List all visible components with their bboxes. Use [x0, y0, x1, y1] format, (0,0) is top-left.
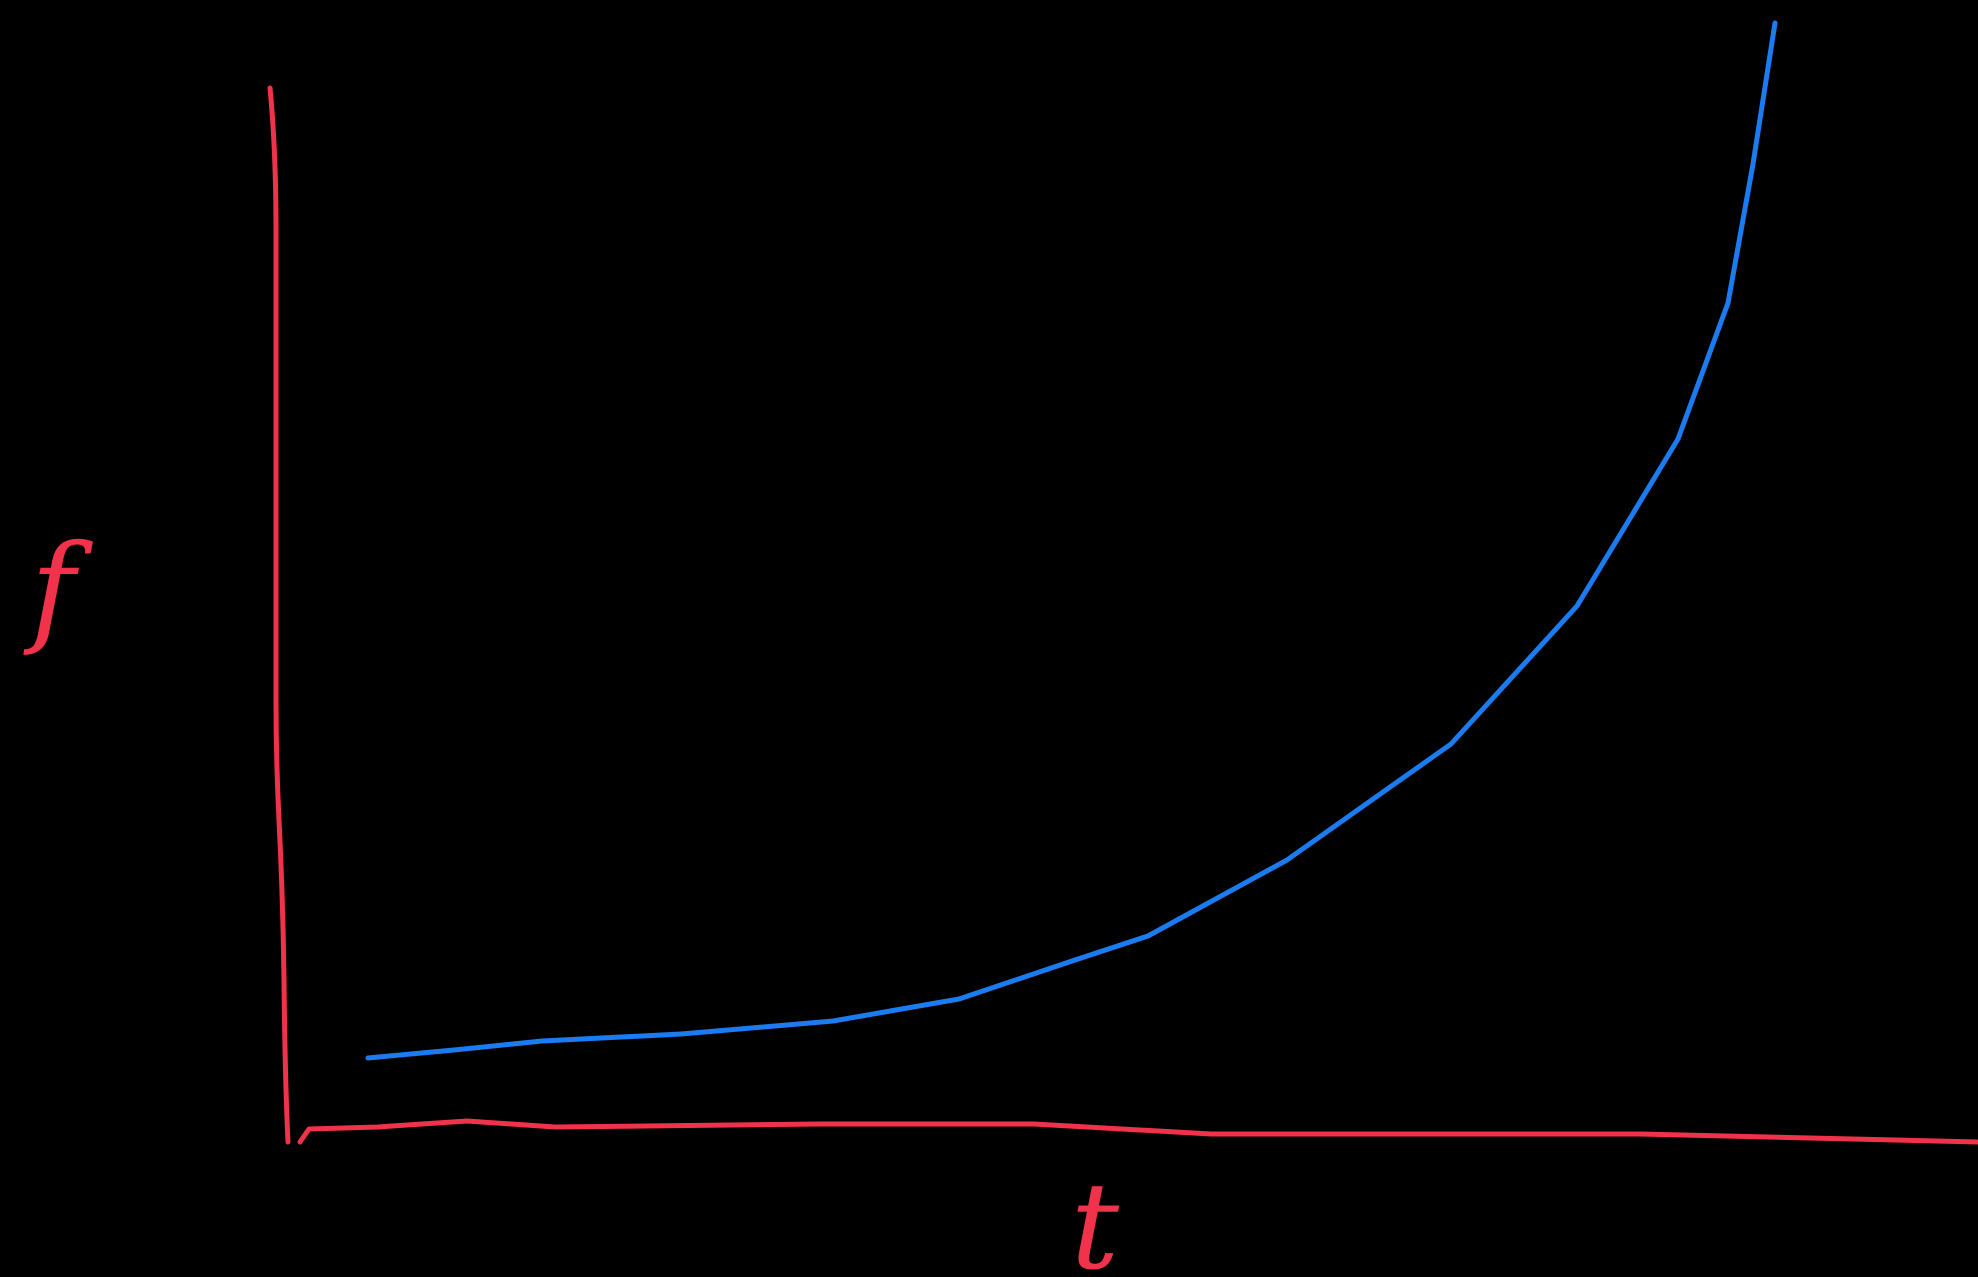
x-axis-label: t	[1071, 1158, 1120, 1277]
curve	[365, 20, 1778, 1061]
x-axis	[297, 1118, 1978, 1145]
y-axis	[267, 85, 291, 1145]
